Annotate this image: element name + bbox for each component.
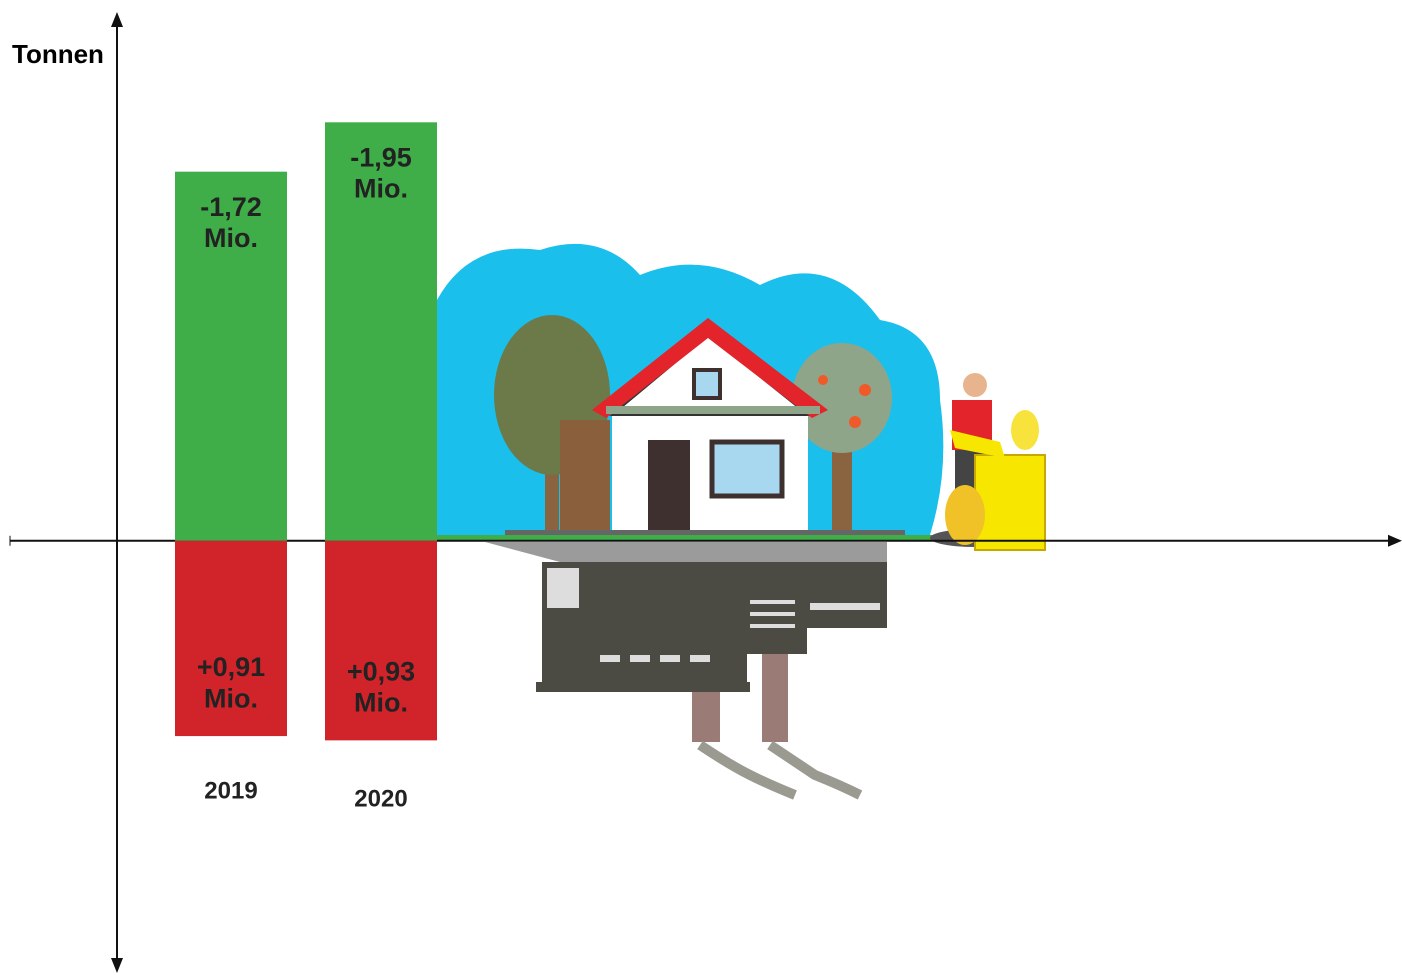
y-axis-label: Tonnen — [12, 39, 104, 69]
y-axis-arrow — [111, 12, 123, 27]
bar — [175, 171, 287, 541]
bar — [325, 122, 437, 541]
bar — [175, 540, 287, 737]
x-tick-label: 2020 — [354, 785, 407, 812]
value-label: +0,91 Mio. — [197, 652, 265, 713]
value-label: -1,72 Mio. — [200, 192, 262, 253]
x-tick-label: 2019 — [204, 777, 257, 804]
x-axis-arrow — [1388, 534, 1402, 547]
y-axis-arrow — [111, 958, 123, 973]
bar — [325, 540, 437, 741]
illustration — [437, 243, 1046, 800]
value-label: +0,93 Mio. — [347, 657, 415, 718]
value-label: -1,95 Mio. — [350, 143, 412, 204]
